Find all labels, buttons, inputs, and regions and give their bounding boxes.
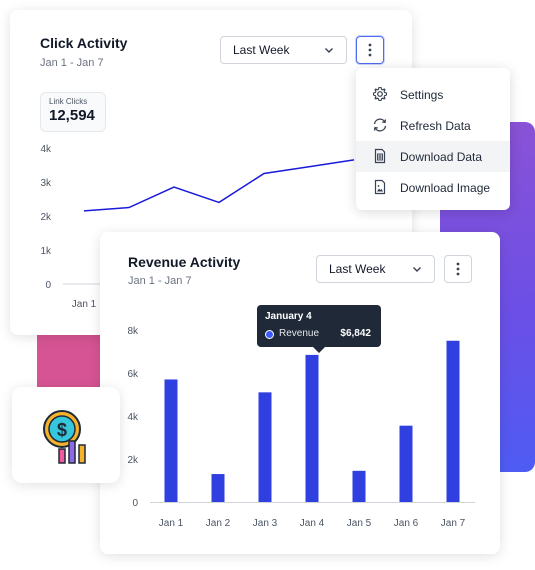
click-activity-title: Click Activity (40, 35, 128, 51)
y-tick-label: 8k (127, 326, 139, 337)
y-tick-label: 6k (127, 369, 139, 380)
y-tick-label: 2k (40, 212, 52, 223)
revenue-period-select-value: Last Week (329, 262, 386, 276)
menu-item-download-image-label: Download Image (400, 180, 491, 195)
x-tick-label: Jan 1 (159, 518, 184, 529)
x-tick-label: Jan 3 (253, 518, 278, 529)
y-tick-label: 0 (132, 498, 138, 509)
tooltip-series-dot (265, 330, 274, 339)
revenue-bar (305, 354, 319, 502)
tooltip-value: $6,842 (340, 328, 371, 339)
revenue-bar (352, 470, 366, 502)
chevron-down-icon (413, 267, 421, 272)
x-tick-label: Jan 2 (206, 518, 231, 529)
y-tick-label: 0 (45, 280, 51, 291)
x-tick-label: Jan 1 (72, 299, 97, 310)
revenue-activity-date-range: Jan 1 - Jan 7 (128, 275, 192, 287)
revenue-tooltip: January 4 Revenue $6,842 (257, 305, 381, 353)
y-tick-label: 4k (40, 144, 52, 155)
image-file-icon (374, 179, 386, 195)
x-tick-label: Jan 4 (300, 518, 325, 529)
dollar-bar-chart-icon: $ (43, 410, 86, 464)
click-more-options-button[interactable] (356, 36, 384, 64)
y-tick-label: 2k (127, 455, 139, 466)
x-tick-label: Jan 5 (347, 518, 372, 529)
revenue-bar-chart: 0 2k 4k 6k 8k Jan 1 Jan 2 Jan 3 Jan 4 Jan 5 Jan 6 J… (127, 326, 475, 529)
kebab-icon (456, 262, 460, 276)
chevron-down-icon (325, 48, 333, 53)
document-icon (374, 148, 386, 164)
menu-item-download-data-label: Download Data (400, 149, 483, 164)
menu-item-settings-label: Settings (400, 87, 444, 102)
revenue-bar (399, 425, 413, 502)
link-clicks-stat: Link Clicks 12,594 (40, 92, 106, 132)
click-series-line (83, 159, 355, 212)
revenue-more-options-button[interactable] (444, 255, 472, 283)
tooltip-series-name: Revenue (279, 328, 320, 339)
refresh-icon (373, 118, 387, 132)
click-period-select-value: Last Week (233, 43, 290, 57)
revenue-bar (164, 379, 178, 502)
revenue-period-select[interactable]: Last Week (316, 255, 435, 283)
y-tick-label: 3k (40, 178, 52, 189)
menu-item-download-data[interactable]: Download Data (356, 141, 510, 172)
menu-item-download-image[interactable]: Download Image (356, 172, 510, 203)
revenue-activity-card: Revenue Activity Jan 1 - Jan 7 Last Week… (100, 232, 500, 554)
gear-icon (372, 86, 388, 102)
link-clicks-label: Link Clicks (49, 97, 88, 106)
menu-item-refresh-data[interactable]: Refresh Data (356, 110, 510, 141)
x-tick-label: Jan 6 (394, 518, 419, 529)
y-tick-label: 4k (127, 412, 139, 423)
x-tick-label: Jan 7 (441, 518, 466, 529)
revenue-icon-card: $ (12, 387, 120, 483)
revenue-bar (446, 340, 460, 502)
revenue-activity-title: Revenue Activity (128, 254, 241, 270)
y-tick-label: 1k (40, 246, 52, 257)
link-clicks-value: 12,594 (49, 107, 95, 124)
click-activity-date-range: Jan 1 - Jan 7 (40, 57, 104, 69)
svg-text:$: $ (57, 420, 67, 440)
revenue-bar (258, 392, 272, 502)
tooltip-arrow (313, 347, 325, 353)
menu-item-settings[interactable]: Settings (356, 79, 510, 110)
click-period-select[interactable]: Last Week (220, 36, 347, 64)
chart-options-menu: Settings Refresh Data Download Data Down… (356, 68, 510, 210)
menu-item-refresh-data-label: Refresh Data (400, 118, 471, 133)
tooltip-title: January 4 (265, 311, 312, 322)
kebab-icon (368, 43, 372, 57)
revenue-bar (211, 474, 225, 502)
